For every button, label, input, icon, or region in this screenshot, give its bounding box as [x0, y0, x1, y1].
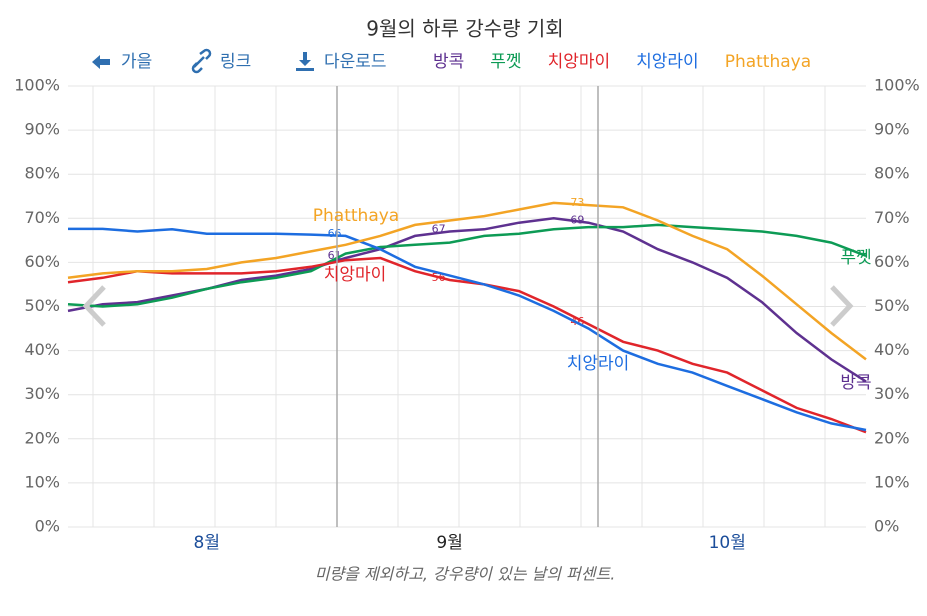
series-line	[67, 256, 867, 434]
point-label: 69	[570, 214, 584, 227]
series-label: 방콕	[840, 373, 871, 393]
chart-title: 9월의 하루 강수량 기회	[366, 17, 563, 41]
series-label: Phatthaya	[313, 206, 399, 226]
y-tick-label-right: 100%	[874, 76, 920, 95]
toolbar: 가을 링크 다운로드	[92, 48, 387, 74]
legend-entry: 방콕	[433, 52, 464, 72]
legend-entry: 치앙마이	[548, 52, 611, 72]
prev-arrow[interactable]	[82, 285, 106, 327]
series-label: 치앙마이	[324, 265, 387, 285]
y-tick-label: 60%	[24, 252, 60, 271]
y-tick-label-right: 0%	[874, 517, 899, 536]
legend-entry: 푸껫	[490, 52, 521, 72]
nav-link[interactable]: 가을	[121, 52, 152, 72]
y-tick-label: 10%	[24, 472, 60, 491]
x-tick-label: 8월	[194, 533, 220, 553]
point-label: 67	[432, 223, 446, 236]
y-tick-label: 20%	[24, 428, 60, 447]
y-tick-label-right: 30%	[874, 384, 910, 403]
legend-entry: Phatthaya	[725, 52, 811, 72]
next-arrow[interactable]	[830, 285, 854, 327]
download-icon[interactable]	[296, 52, 314, 71]
back-icon[interactable]	[92, 55, 110, 69]
y-tick-label-right: 90%	[874, 120, 910, 139]
point-label: 66	[328, 227, 342, 240]
y-tick-label-right: 80%	[874, 164, 910, 183]
point-label: 73	[570, 196, 584, 209]
y-tick-label-right: 60%	[874, 252, 910, 271]
y-tick-label-right: 70%	[874, 208, 910, 227]
y-tick-label: 30%	[24, 384, 60, 403]
series-line	[67, 223, 867, 308]
series-line	[67, 217, 867, 383]
caption: 미량을 제외하고, 강우량이 있는 날의 퍼센트.	[315, 565, 616, 584]
y-tick-label: 70%	[24, 208, 60, 227]
y-tick-label-right: 50%	[874, 296, 910, 315]
nav-link[interactable]: 링크	[220, 52, 251, 72]
y-tick-label: 40%	[24, 340, 60, 359]
x-tick-label: 9월	[436, 533, 462, 553]
link-icon[interactable]	[191, 48, 212, 74]
y-tick-label-right: 20%	[874, 428, 910, 447]
y-tick-label-right: 40%	[874, 340, 910, 359]
series-label: 푸껫	[840, 248, 871, 268]
series-line	[67, 201, 867, 361]
y-tick-label: 0%	[35, 517, 60, 536]
y-tick-label: 80%	[24, 164, 60, 183]
y-tick-label-right: 10%	[874, 472, 910, 491]
y-tick-label: 50%	[24, 296, 60, 315]
legend-entry: 치앙라이	[636, 52, 699, 72]
y-tick-label: 100%	[14, 76, 60, 95]
legend: 방콕 푸껫 치앙마이 치앙라이 Phatthaya	[433, 52, 811, 72]
nav-link[interactable]: 다운로드	[324, 52, 387, 72]
y-tick-label: 90%	[24, 120, 60, 139]
x-tick-label: 10월	[709, 533, 746, 553]
series-label: 치앙라이	[567, 354, 630, 374]
series-line	[68, 227, 867, 432]
